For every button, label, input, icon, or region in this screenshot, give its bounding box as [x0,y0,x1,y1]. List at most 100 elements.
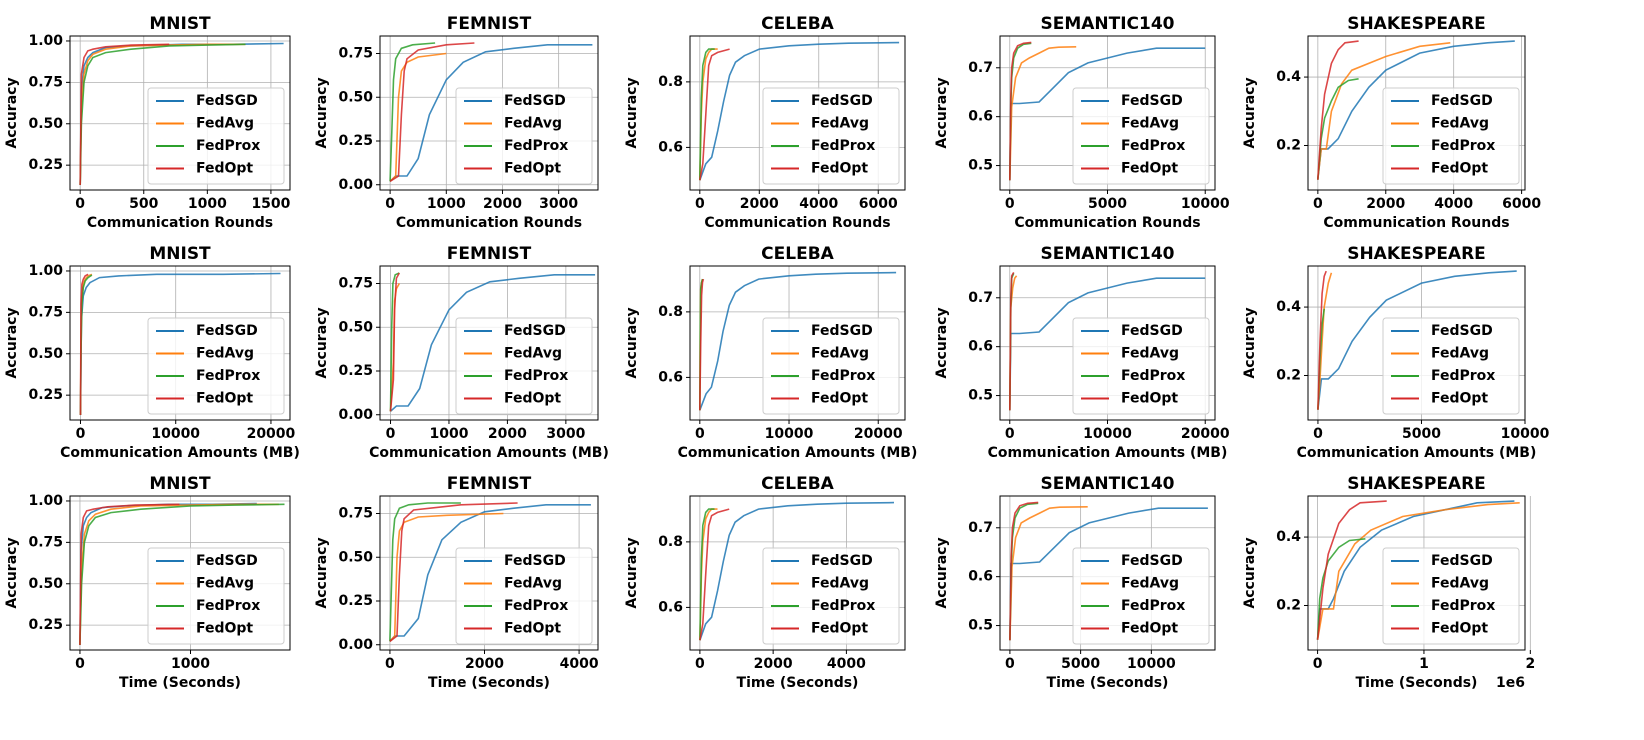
y-tick-label: 0.25 [28,617,63,633]
legend-label: FedAvg [1121,576,1179,592]
legend-label: FedSGD [196,323,258,339]
x-axis-label: Time (Seconds) [737,675,859,691]
y-tick-label: 0.75 [338,276,373,292]
series-line [1316,502,1520,640]
x-axis-label: Communication Amounts (MB) [369,445,609,461]
series-line [699,501,895,641]
plot-frame [689,265,906,421]
plot-frame [1307,35,1526,191]
y-tick-label: 0.4 [1276,299,1301,315]
legend-box [762,317,900,415]
y-tick-label: 0.75 [338,46,373,62]
y-tick-label: 0.2 [1276,368,1301,384]
chart-title: CELEBA [761,14,834,34]
x-tick-label: 3000 [539,196,578,212]
y-axis-label: Accuracy [4,537,20,608]
legend-label: FedOpt [1431,161,1488,177]
x-tick-label: 1000 [427,196,466,212]
y-axis-label: Accuracy [4,77,20,148]
legend-box [147,87,285,185]
legend-label: FedSGD [1431,93,1493,109]
x-tick-label: 10000 [1127,656,1176,672]
series-line [699,508,730,641]
x-tick-label: 5000 [1402,426,1441,442]
y-tick-label: 0.4 [1276,69,1301,85]
x-tick-label: 0 [75,656,85,672]
series-line [1316,500,1387,640]
series-line [1009,502,1039,641]
legend-label: FedProx [811,368,875,384]
legend-label: FedOpt [811,161,868,177]
chart-title: SHAKESPEARE [1347,474,1486,494]
x-tick-label: 0 [76,426,86,442]
x-axis-label: Time (Seconds) [1356,675,1478,691]
legend-label: FedProx [196,368,260,384]
legend-label: FedSGD [196,93,258,109]
legend-label: FedProx [504,138,568,154]
series-line [79,274,93,416]
x-axis-label: Communication Amounts (MB) [678,445,918,461]
x-tick-label: 1 [1419,656,1429,672]
x-axis-label: Time (Seconds) [428,675,550,691]
legend-label: FedAvg [811,116,869,132]
legend-label: FedOpt [196,391,253,407]
x-tick-label: 3000 [546,426,585,442]
x-axis-label: Communication Amounts (MB) [60,445,300,461]
legend-box [455,547,593,645]
series-line [389,503,591,642]
plot-frame [999,265,1216,421]
x-tick-label: 4000 [827,656,866,672]
plot-frame [1307,495,1526,651]
x-tick-label: 0 [386,426,396,442]
legend-label: FedOpt [811,621,868,637]
legend-label: FedAvg [1121,116,1179,132]
y-tick-label: 1.00 [28,263,63,279]
x-axis-label: Communication Amounts (MB) [988,445,1228,461]
legend-label: FedProx [1431,368,1495,384]
y-tick-label: 0.25 [338,363,373,379]
y-tick-label: 0.6 [968,339,993,355]
chart-title: FEMNIST [447,244,532,264]
y-axis-label: Accuracy [624,537,640,608]
x-axis-label: Time (Seconds) [1047,675,1169,691]
plot-frame [69,265,291,421]
series-line [699,41,900,181]
y-tick-label: 0.50 [28,576,63,592]
y-axis-label: Accuracy [1242,307,1258,378]
x-tick-label: 0 [1005,196,1015,212]
x-tick-label: 2000 [488,426,527,442]
legend-label: FedProx [196,138,260,154]
legend-label: FedOpt [1431,621,1488,637]
series-line [1009,41,1032,181]
series-line [1009,501,1039,641]
y-tick-label: 0.25 [338,593,373,609]
plot-frame [379,495,599,651]
legend-box [455,87,593,185]
legend-box [1072,547,1210,645]
x-tick-label: 10000 [1083,426,1132,442]
y-axis-label: Accuracy [624,77,640,148]
legend-label: FedProx [1431,598,1495,614]
x-tick-label: 5000 [1061,656,1100,672]
x-axis-label: Communication Rounds [704,215,890,231]
legend-label: FedProx [196,598,260,614]
y-tick-label: 0.50 [338,89,373,105]
legend-label: FedProx [1121,138,1185,154]
x-tick-label: 2000 [465,656,504,672]
plot-frame [379,35,599,191]
x-offset-label: 1e6 [1496,675,1525,691]
legend-label: FedProx [1121,368,1185,384]
y-tick-label: 0.00 [338,407,373,423]
series-line [699,508,715,641]
legend-label: FedAvg [1121,346,1179,362]
series-line [389,502,518,642]
y-tick-label: 0.50 [28,346,63,362]
series-line [699,48,715,181]
y-tick-label: 0.8 [658,534,683,550]
chart-title: SHAKESPEARE [1347,244,1486,264]
subplot: 0 2000 4000 0.00 0.25 0.50 0.75 FEMNIST Time (Se… [314,474,599,691]
x-tick-label: 0 [1313,196,1323,212]
legend-label: FedProx [504,598,568,614]
subplot: 0 2000 4000 0.6 0.8 CELEBA Time (Seconds) Accur… [624,474,906,691]
y-axis-label: Accuracy [1242,537,1258,608]
